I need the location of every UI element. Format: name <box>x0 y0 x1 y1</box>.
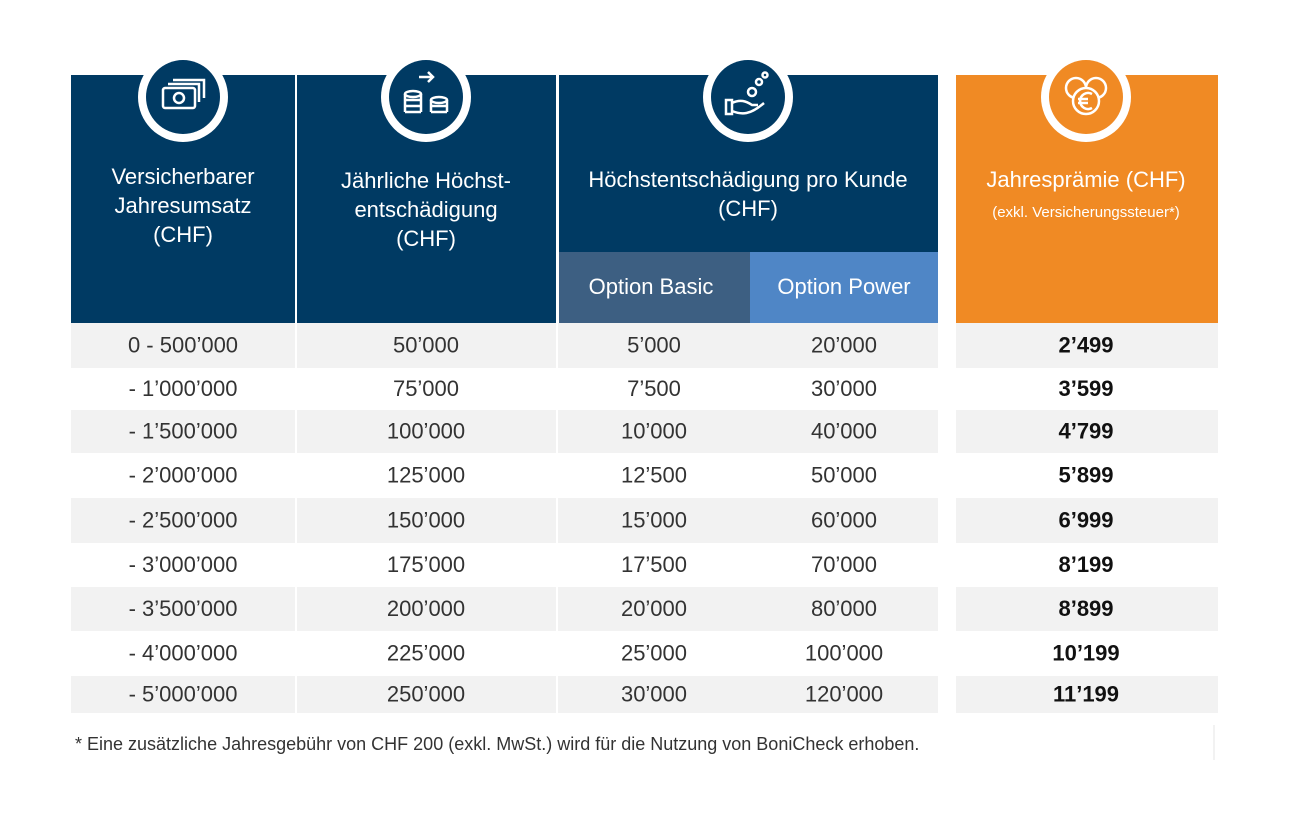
row-bg <box>71 368 938 410</box>
cell: - 4’000’000 <box>129 640 238 665</box>
row-bg <box>956 498 1218 543</box>
header-text: (CHF) <box>396 226 456 251</box>
cell: 0 - 500’000 <box>128 332 238 357</box>
cell: 250’000 <box>387 681 465 706</box>
header-sub-cell <box>750 252 938 323</box>
cell: 20’000 <box>811 332 877 357</box>
cell: 11’199 <box>1053 681 1119 706</box>
row-bg <box>71 631 938 676</box>
header-sub-text: Option Basic <box>589 274 714 299</box>
cell: 8’899 <box>1058 596 1113 621</box>
header-text: Jahresumsatz <box>115 193 252 218</box>
row-bg <box>956 453 1218 498</box>
icon-coins <box>381 52 471 142</box>
header-sub-text: Option Power <box>777 274 910 299</box>
header-text: Jährliche Höchst- <box>341 168 511 193</box>
row-bg <box>71 323 938 368</box>
row-bg <box>956 543 1218 587</box>
icon-money <box>138 52 228 142</box>
cell: 80’000 <box>811 596 877 621</box>
row-bg <box>71 453 938 498</box>
header-text: entschädigung <box>354 197 497 222</box>
header-note: (exkl. Versicherungssteuer*) <box>992 204 1180 221</box>
cell: 7’500 <box>627 376 681 401</box>
header-sub-cell <box>559 252 750 323</box>
cell: 6’999 <box>1058 507 1113 532</box>
header-text: (CHF) <box>718 196 778 221</box>
cell: 100’000 <box>387 418 465 443</box>
row-bg <box>71 587 938 631</box>
cell: 30’000 <box>811 376 877 401</box>
header-text: Versicherbarer <box>111 164 254 189</box>
cell: 175’000 <box>387 552 465 577</box>
cell: 100’000 <box>805 640 883 665</box>
row-bg <box>956 587 1218 631</box>
cell: 60’000 <box>811 507 877 532</box>
cell: 5’899 <box>1058 462 1113 487</box>
body: 0 - 500’000 50’000 5’000 20’000 2’499 - 1’000… <box>71 323 1218 713</box>
cell: 3’599 <box>1058 376 1113 401</box>
cell: - 3’000’000 <box>129 552 238 577</box>
row-bg <box>71 498 938 543</box>
cell: 4’799 <box>1058 418 1113 443</box>
row-bg <box>956 410 1218 453</box>
footnote: * Eine zusätzliche Jahresgebühr von CHF … <box>75 734 919 754</box>
cell: - 5’000’000 <box>129 681 238 706</box>
row-bg <box>71 543 938 587</box>
cell: 225’000 <box>387 640 465 665</box>
cell: 30’000 <box>621 681 687 706</box>
cell: 10’199 <box>1052 640 1119 665</box>
cell: 200’000 <box>387 596 465 621</box>
row-bg <box>71 410 938 453</box>
icon-hand <box>703 52 793 142</box>
cell: 15’000 <box>621 507 687 532</box>
cell: 120’000 <box>805 681 883 706</box>
cell: 5’000 <box>627 332 681 357</box>
cell: - 1’500’000 <box>129 418 238 443</box>
cell: - 2’500’000 <box>129 507 238 532</box>
row-bg <box>956 323 1218 368</box>
cell: 50’000 <box>811 462 877 487</box>
cell: 20’000 <box>621 596 687 621</box>
cell: 125’000 <box>387 462 465 487</box>
header-text: Jahresprämie (CHF) <box>986 167 1185 192</box>
cell: 8’199 <box>1058 552 1113 577</box>
icon-euro <box>1041 52 1131 142</box>
header-text: (CHF) <box>153 222 213 247</box>
row-bg <box>956 368 1218 410</box>
cell: 10’000 <box>621 418 687 443</box>
cell: 50’000 <box>393 332 459 357</box>
cell: 25’000 <box>621 640 687 665</box>
header-text: Höchstentschädigung pro Kunde <box>588 167 907 192</box>
cell: 17’500 <box>621 552 687 577</box>
cell: - 1’000’000 <box>129 376 238 401</box>
cell: - 2’000’000 <box>129 462 238 487</box>
row-bg <box>956 676 1218 713</box>
row-bg <box>956 631 1218 676</box>
cell: - 3’500’000 <box>129 596 238 621</box>
cell: 2’499 <box>1058 332 1113 357</box>
cell: 75’000 <box>393 376 459 401</box>
cell: 40’000 <box>811 418 877 443</box>
cell: 150’000 <box>387 507 465 532</box>
cell: 12’500 <box>621 462 687 487</box>
cell: 70’000 <box>811 552 877 577</box>
row-bg <box>71 676 938 713</box>
